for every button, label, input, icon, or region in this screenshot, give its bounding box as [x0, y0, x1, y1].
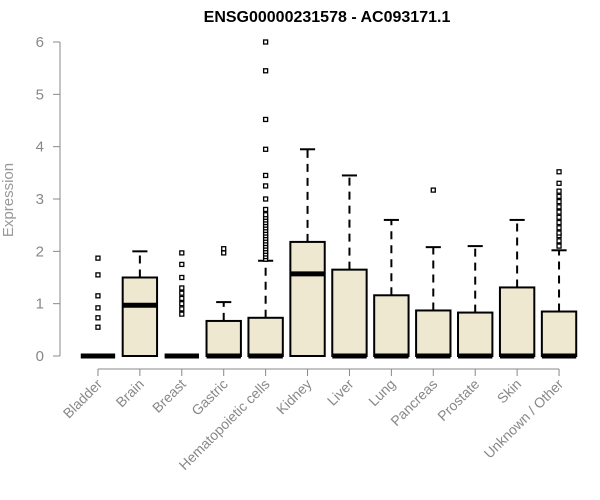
outlier-point — [556, 193, 562, 200]
y-tick-label: 6 — [36, 34, 44, 51]
box — [540, 310, 578, 357]
box — [289, 240, 326, 357]
y-tick-label: 5 — [36, 86, 44, 103]
box-group — [415, 187, 452, 359]
outlier-point — [262, 206, 269, 213]
box — [205, 319, 242, 358]
outlier-point — [556, 238, 562, 244]
outlier-point — [179, 295, 185, 302]
x-tick-label: Pancreas — [387, 376, 440, 429]
outlier-point — [556, 219, 562, 226]
outlier-point — [179, 290, 185, 296]
outlier-point — [556, 204, 562, 210]
outlier-point — [262, 116, 269, 123]
box-group — [457, 245, 494, 359]
plot-area — [80, 39, 578, 359]
box — [373, 294, 410, 357]
outlier-point — [556, 209, 562, 215]
x-tick-label: Kidney — [273, 376, 315, 418]
x-tick-label: Prostate — [434, 376, 482, 424]
outlier-point — [95, 255, 101, 261]
outlier-point — [556, 169, 562, 175]
outlier-point — [95, 315, 101, 321]
outlier-point — [95, 324, 101, 330]
x-tick-label: Breast — [149, 376, 189, 416]
outlier-point — [179, 311, 185, 317]
x-tick-label: Brain — [113, 376, 147, 410]
outlier-point — [556, 188, 562, 194]
outlier-point — [556, 198, 562, 205]
box-group — [540, 169, 578, 359]
outlier-point — [556, 225, 562, 231]
box-group — [247, 39, 284, 359]
outlier-point — [95, 305, 101, 311]
outlier-point — [262, 196, 269, 202]
y-axis: 0 1 2 3 4 5 6 — [36, 34, 61, 365]
outlier-point — [262, 39, 269, 45]
outlier-point — [179, 250, 185, 256]
x-tick-label: Bladder — [60, 376, 106, 422]
box — [121, 276, 159, 357]
box-group — [121, 250, 159, 357]
box — [247, 316, 284, 357]
outlier-point — [556, 180, 562, 186]
y-tick-label: 4 — [36, 139, 44, 156]
box — [415, 309, 452, 357]
outlier-point — [179, 261, 185, 268]
box-group — [164, 250, 199, 359]
outlier-point — [95, 293, 101, 299]
x-tick-label: Skin — [494, 376, 525, 407]
outlier-point — [556, 230, 562, 236]
y-tick-label: 2 — [36, 243, 44, 260]
outlier-point — [262, 68, 269, 74]
outlier-point — [221, 246, 227, 252]
box-group — [498, 218, 536, 359]
y-tick-label: 0 — [36, 348, 44, 365]
box — [331, 268, 368, 357]
outlier-point — [262, 172, 269, 179]
outlier-point — [262, 212, 269, 218]
x-tick-label: Liver — [324, 376, 357, 409]
outlier-point — [179, 285, 185, 291]
outlier-point — [262, 183, 269, 189]
outlier-point — [556, 243, 562, 249]
box-group — [289, 148, 326, 357]
chart-title: ENSG00000231578 - AC093171.1 — [204, 9, 451, 26]
outlier-point — [430, 187, 436, 193]
outlier-point — [262, 146, 269, 152]
x-tick-label: Lung — [365, 376, 398, 409]
box — [498, 286, 536, 357]
outlier-point — [179, 274, 185, 281]
y-tick-label: 1 — [36, 296, 44, 313]
box-group — [80, 255, 116, 359]
box-group — [331, 174, 368, 359]
outlier-point — [221, 250, 227, 256]
y-axis-label: Expression — [0, 163, 17, 237]
outlier-point — [95, 272, 101, 278]
y-tick-label: 3 — [36, 191, 44, 208]
outlier-point — [179, 301, 185, 307]
outlier-point — [179, 306, 185, 312]
outlier-point — [556, 214, 562, 220]
box — [457, 311, 494, 357]
box-group — [205, 246, 242, 359]
x-tick-label: Unknown / Other — [481, 376, 567, 462]
box-group — [373, 218, 410, 359]
